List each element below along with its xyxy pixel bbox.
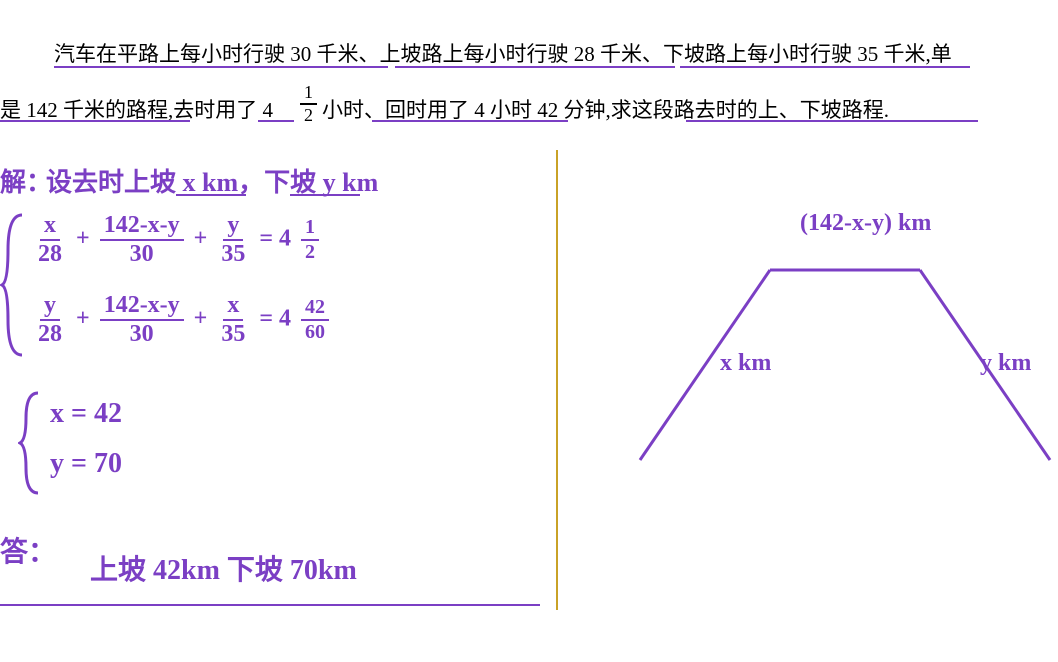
- equation-2: y 28 + 142-x-y 30 + x 35 = 4 42 60: [30, 292, 333, 348]
- eq2-rhs-num: 42: [301, 296, 329, 321]
- underline: [686, 120, 978, 122]
- plus-icon: +: [194, 306, 214, 332]
- plus-icon: +: [76, 306, 96, 332]
- eq1-t1-den: 28: [34, 241, 66, 268]
- problem-frac-num: 1: [300, 82, 317, 105]
- solution-y: y = 70: [50, 448, 122, 480]
- brace-icon: [0, 210, 30, 360]
- diagram-right-label: y km: [980, 350, 1031, 377]
- problem-frac-den: 2: [300, 105, 317, 126]
- diagram-left-label: x km: [720, 350, 771, 377]
- answer-text: 上坡 42km 下坡 70km: [90, 548, 357, 588]
- eq2-rhs-den: 60: [301, 321, 329, 344]
- plus-icon: +: [76, 226, 96, 252]
- eq1-t2-den: 30: [126, 241, 158, 268]
- underline: [680, 66, 970, 68]
- eq1-t3-num: y: [223, 212, 243, 241]
- plus-icon: +: [194, 226, 214, 252]
- eq1-t2-num: 142-x-y: [100, 212, 184, 241]
- underline: [0, 604, 540, 606]
- eq2-t1-num: y: [40, 292, 60, 321]
- underline: [395, 66, 675, 68]
- eq2-t2-den: 30: [126, 321, 158, 348]
- underline: [176, 194, 246, 196]
- eq2-t3-num: x: [223, 292, 243, 321]
- underline: [54, 66, 388, 68]
- underline: [372, 120, 568, 122]
- eq1-rhs-den: 2: [301, 241, 319, 264]
- equals-icon: =: [259, 306, 279, 332]
- eq2-rhs-int: 4: [279, 306, 291, 332]
- eq1-rhs-num: 1: [301, 216, 319, 241]
- equation-1: x 28 + 142-x-y 30 + y 35 = 4 1 2: [30, 212, 323, 268]
- problem-frac: 1 2: [296, 82, 321, 126]
- diagram-top-label: (142-x-y) km: [800, 210, 931, 237]
- answer-label: 答：: [0, 530, 56, 570]
- equals-icon: =: [259, 226, 279, 252]
- brace-icon: [18, 388, 46, 498]
- eq2-t3-den: 35: [217, 321, 249, 348]
- eq2-t2-num: 142-x-y: [100, 292, 184, 321]
- eq1-t3-den: 35: [217, 241, 249, 268]
- setup-prefix: 解：: [0, 162, 52, 199]
- underline: [258, 120, 294, 122]
- underline: [0, 120, 190, 122]
- solution-x: x = 42: [50, 398, 122, 430]
- vertical-divider: [556, 150, 558, 610]
- underline: [290, 194, 360, 196]
- eq1-t1-num: x: [40, 212, 60, 241]
- problem-line1: 汽车在平路上每小时行驶 30 千米、上坡路上每小时行驶 28 千米、下坡路上每小…: [54, 38, 952, 68]
- route-diagram: [600, 200, 1058, 480]
- eq2-t1-den: 28: [34, 321, 66, 348]
- eq1-rhs-int: 4: [279, 226, 291, 252]
